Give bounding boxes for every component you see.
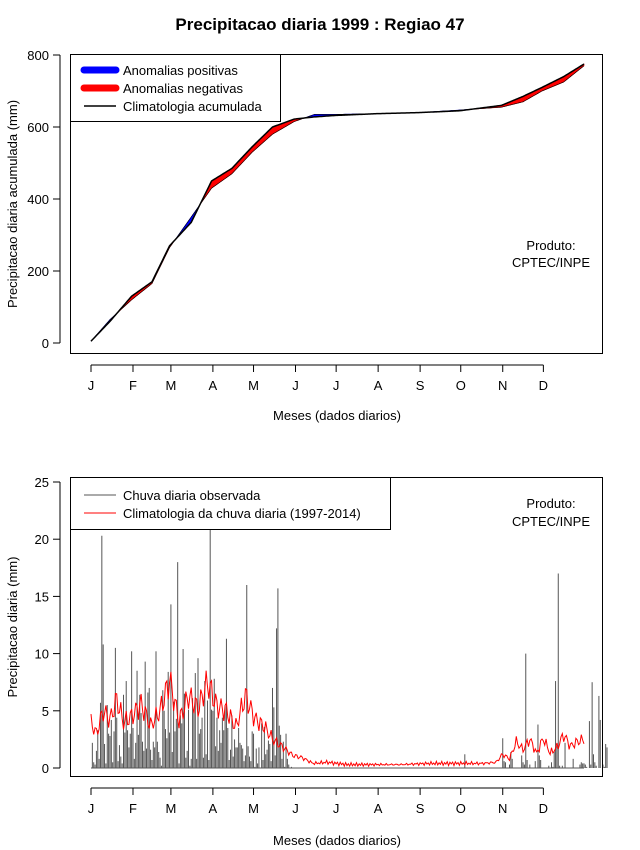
x-tick-label: N: [498, 801, 507, 816]
x-tick-label: S: [416, 801, 425, 816]
legend-climatology-label: Climatologia acumulada: [123, 99, 263, 114]
x-tick-label: O: [456, 801, 466, 816]
accumulated-legend: Anomalias positivas Anomalias negativas …: [70, 54, 281, 122]
accumulated-x-axis-label: Meses (dados diarios): [273, 408, 401, 423]
y-tick-label: 600: [27, 120, 49, 135]
figure-title: Precipitacao diaria 1999 : Regiao 47: [175, 15, 465, 34]
y-tick-label: 0: [42, 336, 49, 351]
x-tick-label: J: [88, 378, 95, 393]
x-tick-label: O: [456, 378, 466, 393]
x-tick-label: J: [292, 378, 299, 393]
x-tick-label: A: [209, 801, 218, 816]
accumulated-chart: 0 200 400 600 800 J F M A M J J A S O N D Anomalias posi…: [5, 48, 603, 423]
daily-x-axis-label: Meses (dados diarios): [273, 833, 401, 848]
x-tick-label: F: [129, 378, 137, 393]
x-tick-label: N: [498, 378, 507, 393]
x-tick-label: A: [209, 378, 218, 393]
daily-plot-area: [90, 516, 608, 769]
legend-negative-label: Anomalias negativas: [123, 81, 243, 96]
y-tick-label: 15: [35, 589, 49, 604]
x-tick-label: M: [248, 801, 259, 816]
daily-chart: 0 5 10 15 20 25 J F M A M J J A S O N D Chuva diaria obse…: [5, 475, 608, 848]
daily-product-label-line2: CPTEC/INPE: [512, 514, 590, 529]
y-tick-label: 25: [35, 475, 49, 490]
accumulated-plot-area: [90, 63, 585, 342]
y-tick-label: 5: [42, 704, 49, 719]
y-tick-label: 0: [42, 761, 49, 776]
accumulated-axes: 0 200 400 600 800 J F M A M J J A S O N D: [27, 48, 548, 393]
y-tick-label: 200: [27, 264, 49, 279]
x-tick-label: F: [129, 801, 137, 816]
x-tick-label: A: [374, 378, 383, 393]
y-tick-label: 10: [35, 647, 49, 662]
x-tick-label: J: [333, 801, 340, 816]
daily-product-label-line1: Produto:: [526, 496, 575, 511]
x-tick-label: D: [539, 801, 548, 816]
x-tick-label: M: [165, 378, 176, 393]
product-label-line1: Produto:: [526, 238, 575, 253]
x-tick-label: J: [292, 801, 299, 816]
legend-daily-climatology-label: Climatologia da chuva diaria (1997-2014): [123, 506, 361, 521]
y-tick-label: 20: [35, 532, 49, 547]
accumulated-plot-frame: [70, 54, 603, 354]
daily-axes: 0 5 10 15 20 25 J F M A M J J A S O N D: [35, 475, 549, 816]
daily-legend: Chuva diaria observada Climatologia da c…: [70, 477, 391, 530]
accumulated-y-axis-label: Precipitacao diaria acumulada (mm): [5, 100, 20, 308]
x-tick-label: M: [165, 801, 176, 816]
product-label-line2: CPTEC/INPE: [512, 255, 590, 270]
legend-positive-label: Anomalias positivas: [123, 63, 238, 78]
daily-legend-box: [70, 477, 391, 530]
x-tick-label: J: [333, 378, 340, 393]
y-tick-label: 800: [27, 48, 49, 63]
x-tick-label: D: [539, 378, 548, 393]
legend-observed-label: Chuva diaria observada: [123, 488, 261, 503]
x-tick-label: J: [88, 801, 95, 816]
climatology-cumulative-line: [90, 63, 585, 342]
x-tick-label: M: [248, 378, 259, 393]
x-tick-label: S: [416, 378, 425, 393]
x-tick-label: A: [374, 801, 383, 816]
daily-climatology-line: [90, 670, 585, 768]
y-tick-label: 400: [27, 192, 49, 207]
daily-y-axis-label: Precipitacao diaria (mm): [5, 557, 20, 698]
